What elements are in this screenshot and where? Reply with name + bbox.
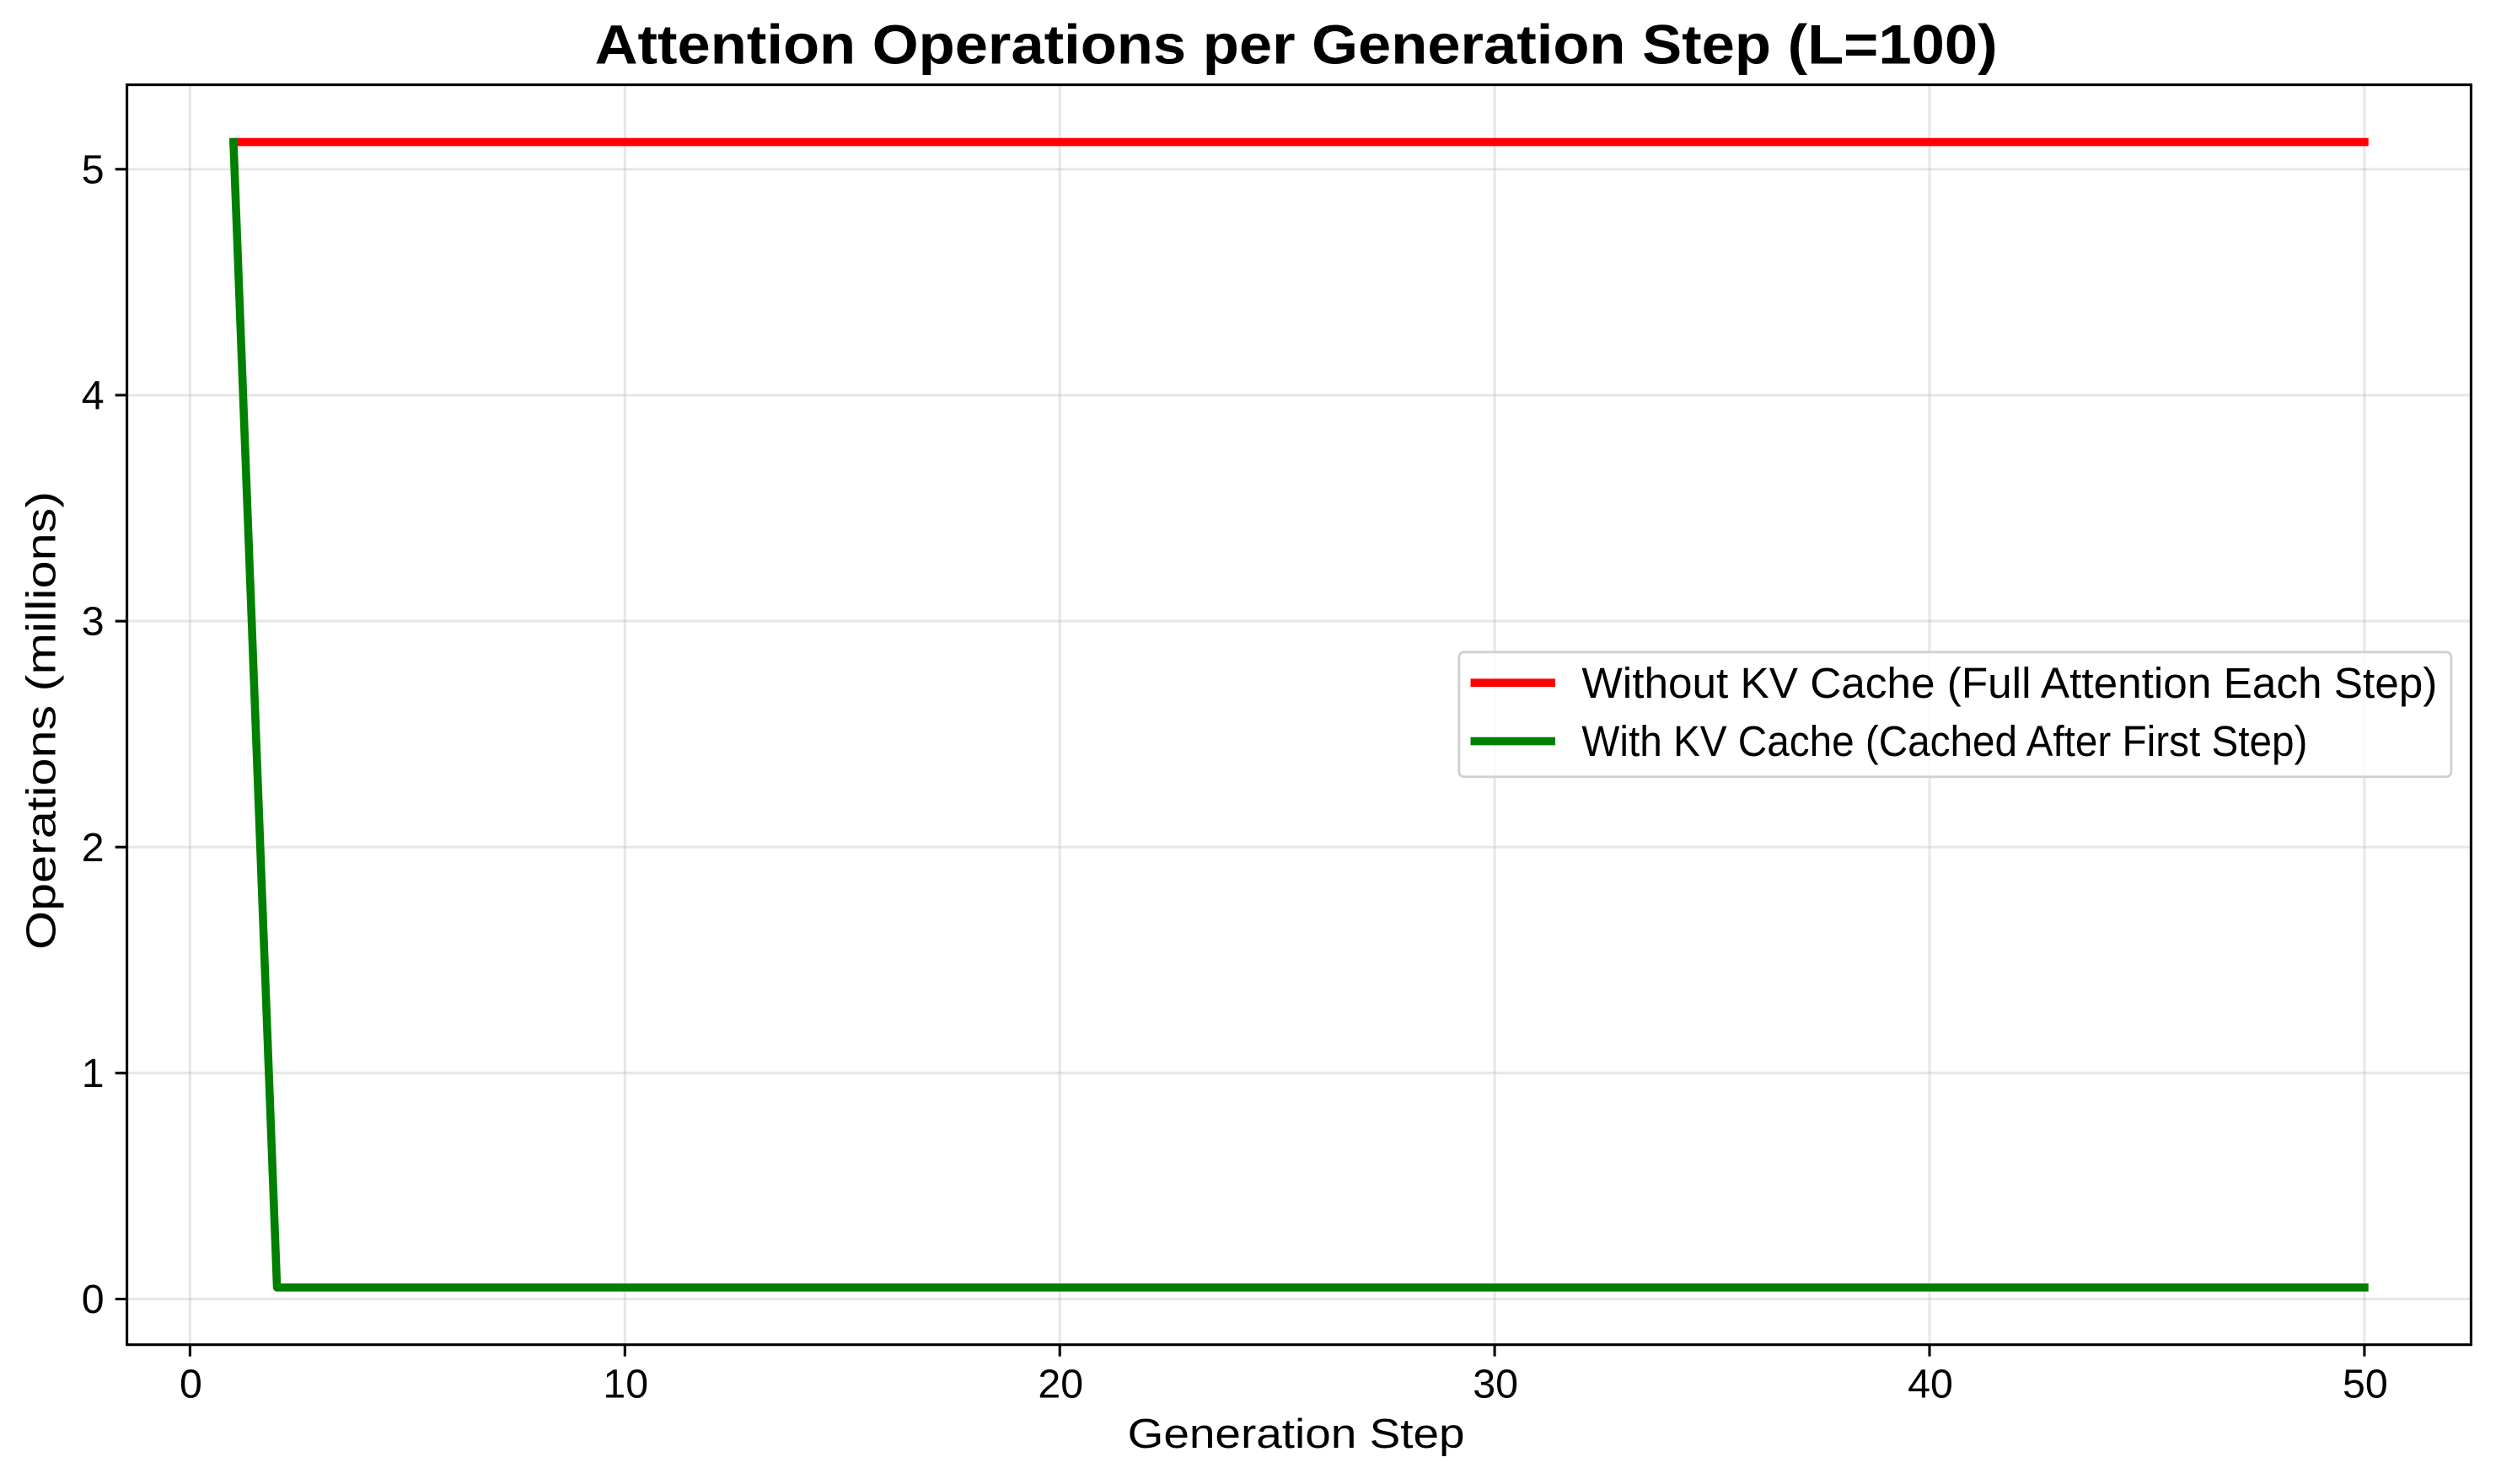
svg-text:1: 1 — [82, 1051, 105, 1096]
svg-text:3: 3 — [82, 599, 105, 645]
svg-text:0: 0 — [180, 1361, 202, 1406]
svg-text:40: 40 — [1908, 1361, 1953, 1406]
svg-text:0: 0 — [82, 1277, 105, 1322]
svg-text:Generation Step: Generation Step — [1128, 1411, 1465, 1457]
svg-text:50: 50 — [2343, 1361, 2388, 1406]
svg-text:2: 2 — [82, 825, 105, 871]
svg-text:Operations (millions): Operations (millions) — [19, 491, 65, 950]
svg-text:4: 4 — [82, 373, 105, 419]
svg-text:Without KV Cache (Full Attenti: Without KV Cache (Full Attention Each St… — [1581, 659, 2437, 707]
svg-text:10: 10 — [603, 1361, 648, 1406]
svg-text:20: 20 — [1038, 1361, 1083, 1406]
svg-text:5: 5 — [82, 147, 105, 192]
svg-text:With KV Cache (Cached After Fi: With KV Cache (Cached After First Step) — [1581, 717, 2307, 765]
svg-text:Attention Operations per Gener: Attention Operations per Generation Step… — [595, 14, 1998, 76]
svg-text:30: 30 — [1473, 1361, 1518, 1406]
